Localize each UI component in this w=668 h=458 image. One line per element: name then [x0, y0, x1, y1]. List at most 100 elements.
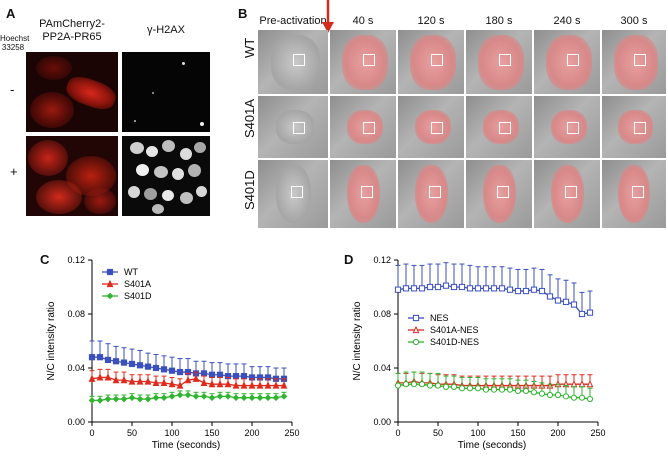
- chart-d-point: [506, 286, 514, 293]
- chart-d-x-tick-label: 150: [510, 428, 525, 438]
- chart-c-point: [176, 381, 184, 389]
- chart-c-point: [240, 394, 248, 402]
- micrograph-b-s401a-t5: [602, 96, 666, 158]
- chart-c-point: [144, 377, 152, 385]
- chart-d-point: [394, 286, 402, 293]
- chart-d-point: [562, 298, 570, 305]
- micrograph-b-wt-t0: [258, 30, 328, 94]
- micrograph-b-s401a-t4: [534, 96, 600, 158]
- micrograph-b-wt-t3: [466, 30, 532, 94]
- chart-d-point: [458, 385, 466, 392]
- chart-d-y-tick-label: 0.00: [373, 417, 391, 427]
- chart-d-point: [570, 301, 578, 308]
- chart-c-point: [88, 397, 96, 404]
- chart-c-series-s401d: [88, 390, 288, 404]
- chart-c-point: [168, 393, 176, 400]
- micrograph-b-s401d-t3: [466, 160, 532, 228]
- chart-d-point: [546, 293, 554, 300]
- chart-d-point: [538, 390, 546, 397]
- chart-c-point: [136, 362, 144, 369]
- chart-d-y-tick-label: 0.08: [373, 309, 391, 319]
- micrograph-b-s401a-t3: [466, 96, 532, 158]
- chart-c-y-tick-label: 0.04: [67, 363, 85, 373]
- roi-box: [362, 121, 375, 134]
- chart-c-point: [264, 381, 272, 389]
- chart-c-point: [256, 394, 264, 402]
- chart-c-point: [224, 393, 232, 400]
- chart-c-point: [152, 394, 160, 402]
- chart-d-point: [530, 389, 538, 396]
- micrograph-b-s401a-t0: [258, 96, 328, 158]
- chart-d-point: [586, 309, 594, 316]
- chart-d-point: [530, 286, 538, 293]
- chart-d-point: [586, 395, 594, 403]
- column-header-pr65-line-1: PAmCherry2-: [39, 18, 105, 30]
- chart-d-point: [410, 285, 418, 292]
- chart-d-point: [490, 386, 498, 393]
- chart-d-point: [586, 379, 594, 388]
- chart-c-x-label: Time (seconds): [152, 440, 221, 451]
- row-label-plus: +: [10, 164, 18, 179]
- chart-d-point: [554, 297, 562, 304]
- chart-d-series-s401d-nes: [394, 371, 594, 403]
- chart-d-legend-marker: [412, 325, 420, 334]
- micrograph-b-s401d-t4: [534, 160, 600, 228]
- chart-c-point: [88, 374, 96, 382]
- chart-c-point: [88, 354, 96, 361]
- roi-box: [498, 121, 511, 134]
- chart-c-point: [272, 394, 280, 402]
- chart-c-point: [152, 364, 160, 372]
- chart-c-point: [96, 373, 104, 381]
- roi-box: [566, 54, 579, 67]
- chart-d-point: [442, 383, 450, 390]
- chart-c-point: [216, 371, 224, 378]
- chart-c-point: [208, 371, 216, 378]
- chart-c-point: [104, 373, 112, 381]
- chart-d-point: [578, 379, 586, 388]
- chart-c-point: [96, 397, 104, 404]
- chart-c-point: [144, 363, 152, 370]
- chart-c-x-tick-label: 100: [164, 428, 179, 438]
- micrograph-b-wt-t4: [534, 30, 600, 94]
- chart-d-legend-label: S401A-NES: [430, 325, 479, 335]
- chart-d-point: [546, 391, 554, 399]
- chart-d-point: [514, 287, 522, 295]
- chart-d-point: [434, 382, 442, 389]
- timepoint-label-1: 40 s: [352, 15, 374, 27]
- chart-c-point: [128, 377, 136, 385]
- chart-d-point: [410, 381, 418, 388]
- roi-box: [565, 185, 578, 198]
- micrograph-b-s401d-t5: [602, 160, 666, 228]
- micrograph-b-s401a-t1: [330, 96, 396, 158]
- chart-c-point: [144, 395, 152, 403]
- chart-c-x-tick-label: 0: [89, 428, 94, 438]
- chart-d-point: [578, 394, 586, 401]
- chart-c-point: [176, 391, 184, 399]
- roi-box: [498, 54, 511, 67]
- panel-d-letter: D: [344, 252, 354, 267]
- roi-box: [497, 185, 510, 198]
- chart-c-point: [128, 394, 136, 402]
- micrograph-a-minus-red: [26, 52, 118, 132]
- chart-c-point: [224, 379, 232, 388]
- chart-c-point: [104, 395, 112, 403]
- chart-d-point: [490, 285, 498, 292]
- chart-d-point: [426, 382, 434, 389]
- timepoint-label-0: Pre-activation: [259, 15, 327, 27]
- chart-c-point: [200, 393, 208, 400]
- chart-d-point: [570, 394, 578, 401]
- column-header-pr65-line-2: PP2A-PR65: [42, 31, 102, 43]
- chart-d-x-tick-label: 250: [590, 428, 605, 438]
- chart-d-legend-marker: [412, 338, 420, 346]
- chart-d-y-tick-label: 0.04: [373, 363, 391, 373]
- chart-d-point: [402, 285, 410, 292]
- chart-c-y-tick-label: 0.00: [67, 417, 85, 427]
- chart-c-point: [104, 356, 112, 364]
- chart-d-point: [402, 381, 410, 388]
- panel-b-letter: B: [238, 6, 248, 21]
- chart-c-point: [160, 366, 168, 373]
- chart-c-point: [192, 374, 200, 382]
- chart-c-point: [208, 379, 216, 388]
- chart-c-point: [112, 375, 120, 384]
- chart-c-point: [96, 354, 104, 361]
